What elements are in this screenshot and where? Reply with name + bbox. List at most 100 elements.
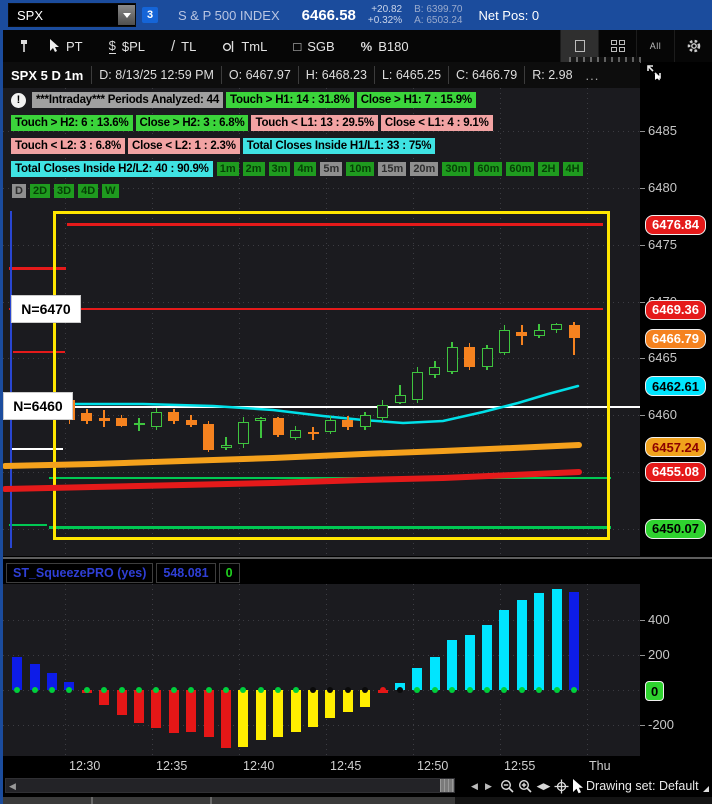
- histogram-bar: [134, 690, 144, 724]
- gridline-v: [326, 584, 327, 756]
- grid-layout-button[interactable]: [598, 30, 636, 62]
- study-name[interactable]: ST_SqueezePRO (yes): [6, 563, 154, 583]
- histogram-bar: [499, 610, 510, 690]
- day-button-2D[interactable]: 2D: [29, 184, 51, 198]
- bid-ask: B: 6399.70 A: 6503.24: [414, 4, 462, 26]
- panel-splitter[interactable]: [3, 556, 712, 562]
- candle-down: [81, 412, 93, 421]
- drawing-set-label[interactable]: Drawing set: Default: [586, 779, 699, 793]
- histogram-bar: [99, 690, 110, 705]
- squeeze-dot: [414, 687, 421, 693]
- price-axis[interactable]: 6485648064756470646564606476.846469.3664…: [640, 88, 712, 556]
- tool-spl[interactable]: $ $PL: [108, 38, 145, 54]
- timeframe-button-20m[interactable]: 20m: [410, 162, 439, 176]
- timeframe-button-2H[interactable]: 2H: [538, 162, 559, 176]
- candle-up: [429, 367, 441, 376]
- tool-pt[interactable]: PT: [49, 39, 83, 54]
- pan-right-arrow[interactable]: ▶: [485, 781, 492, 791]
- zoom-out-icon[interactable]: [499, 777, 516, 795]
- timeframe-button-4m[interactable]: 4m: [294, 162, 317, 176]
- symbol-select[interactable]: SPX: [8, 3, 136, 27]
- zoom-in-icon[interactable]: [517, 777, 534, 795]
- gridline-h: [3, 725, 640, 726]
- ohlc-field-3: L: 6465.25: [373, 66, 448, 84]
- yellow-rectangle-drawing[interactable]: [53, 211, 610, 540]
- value-tick-label: 400: [648, 612, 670, 627]
- timeframe-button-5m[interactable]: 5m: [320, 162, 343, 176]
- tool-tl[interactable]: / TL: [171, 38, 196, 55]
- main-chart-plot[interactable]: N=6470 N=6460: [3, 88, 640, 556]
- timeframe-button-60m[interactable]: 60m: [474, 162, 503, 176]
- more-button[interactable]: ...: [585, 67, 600, 83]
- day-button-D[interactable]: D: [12, 184, 26, 198]
- candle-wick: [260, 417, 262, 438]
- all-panels-button[interactable]: All: [636, 30, 674, 62]
- timeframe-button-60m[interactable]: 60m: [506, 162, 535, 176]
- time-label: 12:55: [504, 759, 536, 773]
- settings-button[interactable]: [674, 30, 712, 62]
- timeframe-button-1m[interactable]: 1m: [216, 162, 239, 176]
- change-percent: +0.32%: [367, 15, 403, 26]
- tool-tml[interactable]: TmL: [222, 39, 267, 54]
- resize-corner[interactable]: [703, 786, 709, 792]
- gridline-v: [152, 88, 153, 556]
- candle-down: [516, 332, 528, 336]
- stats-chip: Total Closes Inside H1/L1: 33 : 75%: [242, 138, 436, 154]
- top-bar: SPX 3 S & P 500 INDEX 6466.58 +20.82 +0.…: [3, 0, 712, 30]
- candle-down: [568, 324, 580, 338]
- crosshair-icon[interactable]: [553, 777, 570, 795]
- single-cell-button[interactable]: [560, 30, 598, 62]
- tool-sgb[interactable]: □ SGB: [293, 39, 334, 54]
- squeeze-dot: [14, 687, 21, 693]
- scroll-left-arrow[interactable]: ◀: [9, 781, 16, 791]
- day-button-W[interactable]: W: [102, 184, 119, 198]
- timeframe-button-2m[interactable]: 2m: [242, 162, 265, 176]
- gridline-v: [239, 88, 240, 556]
- day-button-4D[interactable]: 4D: [78, 184, 99, 198]
- trendline-icon: /: [171, 37, 176, 55]
- stats-chip: Total Closes Inside H2/L2: 40 : 90.9%: [11, 161, 213, 177]
- minimized-panel[interactable]: [569, 57, 641, 63]
- timeframe-button-3m[interactable]: 3m: [268, 162, 291, 176]
- squeeze-dot: [484, 687, 490, 693]
- symbol-dropdown-button[interactable]: [118, 5, 135, 25]
- stats-chip: Touch < L2: 3 : 6.8%: [11, 138, 126, 154]
- value-tick-label: 200: [648, 647, 670, 662]
- pan-left-arrow[interactable]: ◀: [471, 781, 478, 791]
- tool-tml-label: TmL: [241, 38, 268, 54]
- time-axis: 12:30 12:35 12:40 12:45 12:50 12:55 Thu: [3, 756, 712, 776]
- candle-up: [481, 348, 493, 368]
- squeeze-dot: [188, 687, 195, 693]
- candle-up: [446, 346, 458, 372]
- expand-horizontal-icon[interactable]: ◀▶: [536, 780, 551, 791]
- timeframe-button-15m[interactable]: 15m: [378, 162, 407, 176]
- gridline-v: [326, 88, 327, 556]
- squeeze-dot: [118, 687, 125, 693]
- restore-cell-icon[interactable]: [645, 63, 663, 81]
- chart-title: SPX 5 D 1m: [11, 67, 84, 83]
- candle-up: [324, 419, 336, 433]
- tool-b180[interactable]: % B180: [361, 39, 409, 54]
- horizontal-scrollbar[interactable]: [5, 778, 455, 793]
- histogram-bar: [534, 592, 545, 690]
- gear-icon: [687, 39, 700, 53]
- histogram-bar: [273, 690, 284, 738]
- price-change: +20.82 +0.32%: [368, 4, 402, 26]
- gridline-v: [587, 88, 588, 556]
- squeeze-dot: [310, 687, 316, 693]
- timeframe-button-30m[interactable]: 30m: [442, 162, 471, 176]
- timeframe-button-4H[interactable]: 4H: [562, 162, 583, 176]
- pin-icon[interactable]: [19, 38, 29, 54]
- histogram-bar: [64, 682, 75, 690]
- value-tick-label: -200: [648, 717, 675, 732]
- squeeze-dot: [344, 687, 351, 693]
- link-badge[interactable]: 3: [142, 7, 158, 23]
- scrollbar-thumb[interactable]: [440, 779, 454, 792]
- day-button-3D[interactable]: 3D: [54, 184, 75, 198]
- gridline-h: [3, 188, 640, 189]
- ohlc-readout: D: 8/13/25 12:59 PM O: 6467.97 H: 6468.23 L…: [91, 66, 579, 84]
- candle-up: [411, 371, 423, 401]
- squeeze-chart-plot[interactable]: [3, 584, 640, 756]
- pointer-icon[interactable]: [569, 777, 586, 795]
- timeframe-button-10m[interactable]: 10m: [346, 162, 375, 176]
